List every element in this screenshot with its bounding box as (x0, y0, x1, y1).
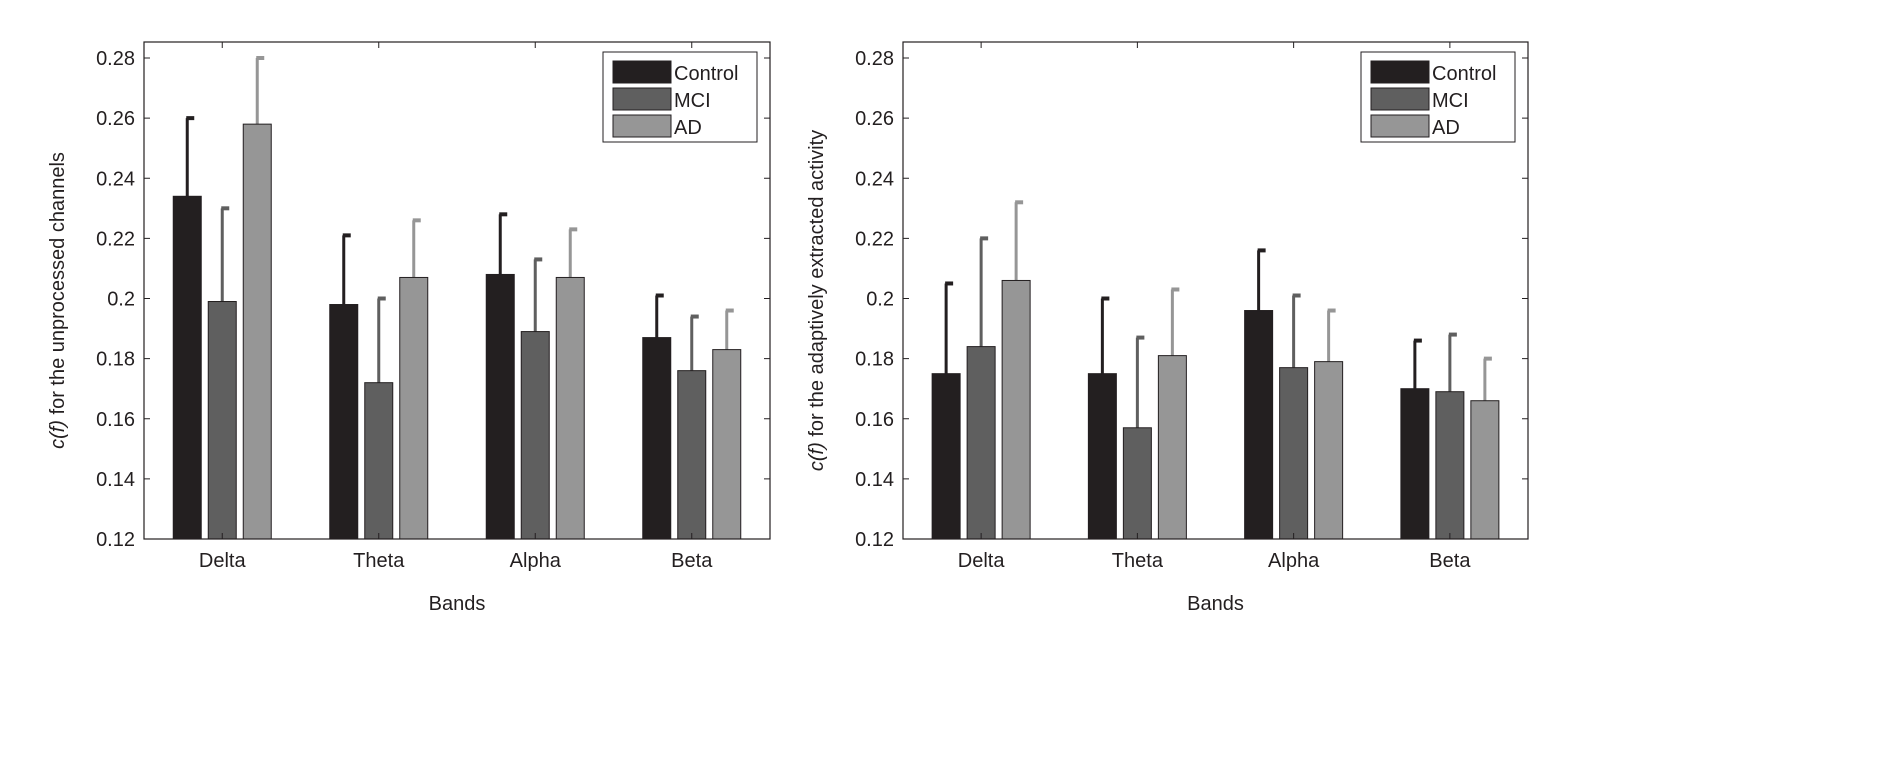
x-tick-label: Beta (671, 550, 713, 572)
x-tick-label: Delta (958, 550, 1006, 572)
bar-mci-alpha (1279, 367, 1309, 540)
bar-control-theta (329, 304, 359, 540)
y-tick-label: 0.2 (866, 289, 894, 311)
bar-ad-alpha (1314, 361, 1344, 540)
x-tick-label: Theta (353, 550, 405, 572)
bar-ad-delta (1001, 279, 1031, 540)
y-tick-label: 0.12 (96, 529, 135, 551)
bar-control-alpha (485, 273, 515, 540)
y-tick-label: 0.12 (855, 529, 894, 551)
y-tick-label: 0.22 (855, 228, 894, 250)
y-tick-label: 0.14 (855, 469, 894, 491)
legend-swatch-mci (1370, 87, 1430, 111)
y-axis-label-symbol: c(f) (806, 442, 828, 471)
y-tick-label: 0.16 (96, 409, 135, 431)
panel-2: 0.12 0.14 0.16 0.18 0.2 0.22 0.24 0.26 0.28 Delta… (806, 41, 1529, 615)
y-tick-label: 0.28 (855, 48, 894, 70)
legend-label-ad: AD (1432, 117, 1460, 139)
bar-control-delta (172, 195, 202, 540)
bar-ad-theta (1157, 355, 1187, 540)
x-tick-label: Alpha (510, 550, 562, 572)
legend-label-mci: MCI (674, 90, 711, 112)
bar-ad-beta (712, 349, 742, 540)
bar-mci-delta (966, 346, 996, 540)
bar-control-beta (1400, 388, 1430, 540)
legend: Control MCI AD (1360, 51, 1516, 143)
legend-label-control: Control (1432, 63, 1496, 85)
y-axis-label: c(f) for the unprocessed channels (47, 152, 69, 449)
y-axis-label-symbol: c(f) (47, 420, 69, 449)
bar-control-delta (931, 373, 961, 540)
legend-swatch-control (1370, 60, 1430, 84)
bar-ad-beta (1470, 400, 1500, 540)
legend-label-ad: AD (674, 117, 702, 139)
bar-ad-theta (399, 276, 429, 540)
x-axis-label: Bands (429, 593, 486, 615)
legend-swatch-control (612, 60, 672, 84)
bar-ad-delta (242, 123, 272, 540)
y-tick-label: 0.18 (96, 349, 135, 371)
y-tick-label: 0.24 (855, 168, 894, 190)
y-axis-label: c(f) for the adaptively extracted activi… (806, 130, 828, 471)
y-axis-label-text: for the adaptively extracted activity (806, 130, 828, 442)
y-tick-label: 0.22 (96, 228, 135, 250)
y-tick-label: 0.14 (96, 469, 135, 491)
bar-mci-beta (677, 370, 707, 540)
y-tick-label: 0.28 (96, 48, 135, 70)
bar-control-theta (1087, 373, 1117, 540)
x-tick-label: Alpha (1268, 550, 1320, 572)
x-axis-label: Bands (1187, 593, 1244, 615)
bar-mci-alpha (520, 331, 550, 540)
y-tick-label: 0.26 (855, 108, 894, 130)
bar-control-beta (642, 337, 672, 540)
panel-1: 0.12 0.14 0.16 0.18 0.2 0.22 0.24 0.26 0.28 Delta… (47, 41, 771, 615)
y-axis-label-text: for the unprocessed channels (47, 152, 69, 420)
bar-mci-theta (1122, 427, 1152, 540)
bar-mci-delta (207, 301, 237, 540)
plot-frame (143, 41, 771, 540)
y-tick-label: 0.18 (855, 349, 894, 371)
plot-frame (902, 41, 1529, 540)
legend-swatch-ad (1370, 114, 1430, 138)
legend-swatch-mci (612, 87, 672, 111)
x-tick-label: Theta (1112, 550, 1164, 572)
legend: Control MCI AD (602, 51, 758, 143)
y-tick-label: 0.26 (96, 108, 135, 130)
y-tick-label: 0.2 (107, 289, 135, 311)
bar-ad-alpha (555, 276, 585, 540)
x-tick-label: Beta (1429, 550, 1471, 572)
legend-label-mci: MCI (1432, 90, 1469, 112)
y-tick-label: 0.16 (855, 409, 894, 431)
x-tick-label: Delta (199, 550, 247, 572)
bar-control-alpha (1244, 310, 1274, 540)
legend-label-control: Control (674, 63, 738, 85)
bar-mci-theta (364, 382, 394, 540)
legend-swatch-ad (612, 114, 672, 138)
bar-mci-beta (1435, 391, 1465, 540)
y-tick-label: 0.24 (96, 168, 135, 190)
